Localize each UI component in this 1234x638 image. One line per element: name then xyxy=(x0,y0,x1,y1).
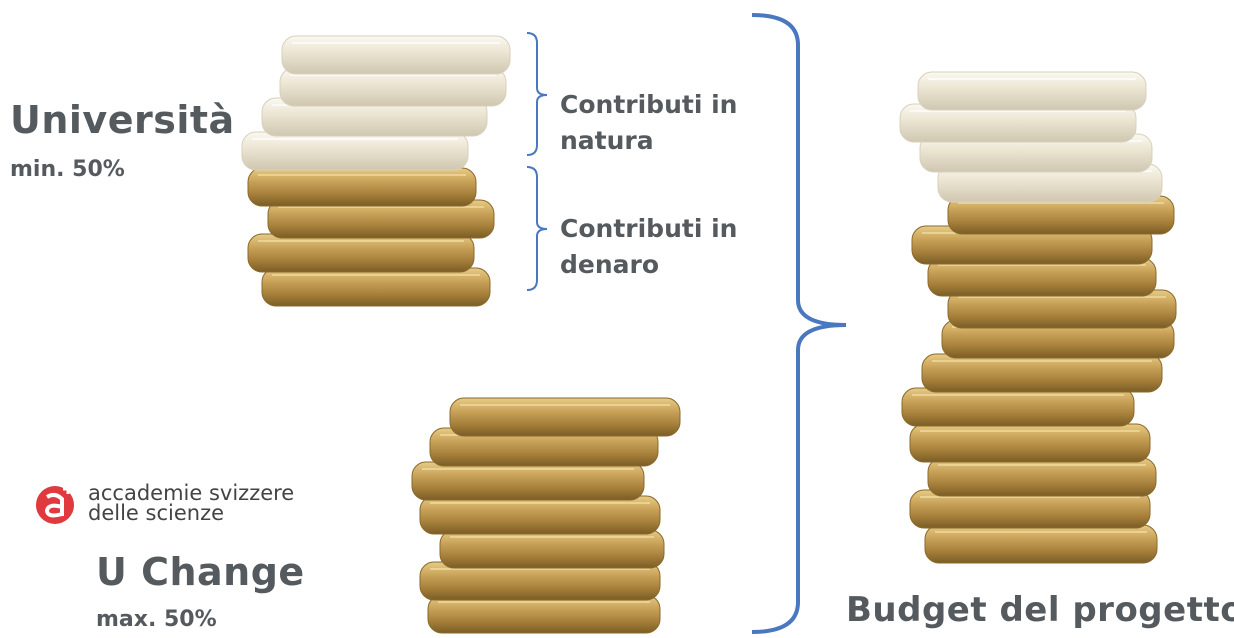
coin xyxy=(910,424,1150,462)
logo-line: delle scienze xyxy=(88,504,224,523)
coin xyxy=(440,530,664,568)
total-bracket xyxy=(752,15,846,632)
page: Università min. 50% Contributi in natura… xyxy=(0,0,1234,638)
coin xyxy=(262,268,490,306)
coin xyxy=(248,168,476,206)
bracket xyxy=(527,167,547,290)
uchange-title: U Change xyxy=(96,550,305,594)
coin xyxy=(902,388,1134,426)
coin xyxy=(925,525,1157,563)
coin xyxy=(242,132,468,170)
bracket xyxy=(527,33,547,155)
coin xyxy=(412,462,644,500)
university-share: min. 50% xyxy=(10,157,125,182)
coin xyxy=(450,398,680,436)
coin xyxy=(928,458,1156,496)
uchange-share: max. 50% xyxy=(96,607,217,632)
total-label: Budget del progetto xyxy=(846,590,1234,630)
coin xyxy=(922,354,1162,392)
bracket-label: Contributi in denaro xyxy=(560,211,760,283)
university-title: Università xyxy=(10,98,235,142)
coin xyxy=(282,36,510,74)
bracket-label: Contributi in natura xyxy=(560,87,760,159)
coin xyxy=(420,496,660,534)
coin xyxy=(918,72,1146,110)
coin xyxy=(248,234,474,272)
coin xyxy=(428,595,660,633)
